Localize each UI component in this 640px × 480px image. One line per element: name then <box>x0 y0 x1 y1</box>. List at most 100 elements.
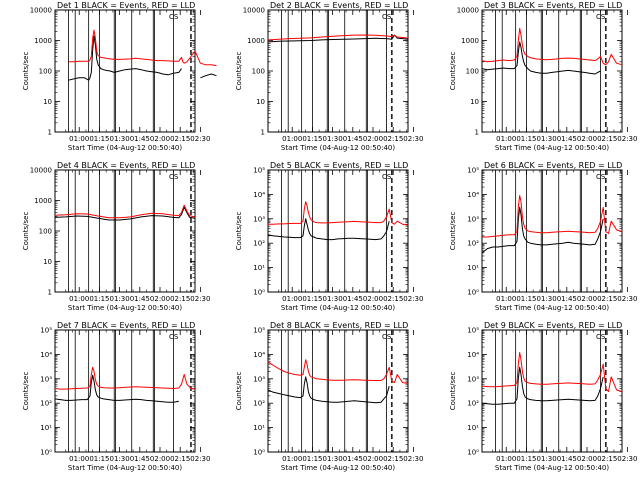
ytick-label: 10⁵ <box>467 167 479 175</box>
ytick-label: 10³ <box>253 375 265 383</box>
ytick-label: 1 <box>261 129 265 137</box>
xtick-label: 02:00 <box>363 135 383 143</box>
xtick-label: 01:45 <box>557 455 577 463</box>
ytick-label: 10¹ <box>40 424 52 432</box>
ytick-label: 1000 <box>34 37 52 45</box>
ytick-label: 10⁴ <box>253 191 265 199</box>
panel-title: Det 3 BLACK = Events, RED = LLD <box>484 1 622 10</box>
xtick-label: 01:30 <box>323 455 343 463</box>
ytick-label: 10⁰ <box>467 449 479 457</box>
ytick-label: 10² <box>253 400 265 408</box>
ytick-label: 10³ <box>467 215 479 223</box>
panel-6: Det 6 BLACK = Events, RED = LLD 10⁰ 10¹ 10²… <box>449 161 637 312</box>
xtick-label: 01:30 <box>323 295 343 303</box>
xtick-label: 01:30 <box>537 455 557 463</box>
ytick-label: 1 <box>48 289 52 297</box>
ytick-label: 10⁰ <box>467 289 479 297</box>
x-axis-label: Start Time (04-Aug-12 00:50:40) <box>495 304 609 312</box>
xtick-label: 01:45 <box>130 455 150 463</box>
y-axis-label: Counts/sec <box>235 52 243 91</box>
ytick-label: 10 <box>256 98 265 106</box>
xtick-label: 02:15 <box>597 295 617 303</box>
xtick-label: 01:15 <box>516 455 536 463</box>
ytick-label: 10² <box>40 400 52 408</box>
ytick-label: 10⁴ <box>467 191 479 199</box>
ytick-label: 10⁰ <box>253 289 265 297</box>
panel-title: Det 8 BLACK = Events, RED = LLD <box>270 321 408 330</box>
ytick-label: 10³ <box>40 375 52 383</box>
xtick-label: 01:30 <box>110 295 130 303</box>
series-line-events <box>267 218 390 241</box>
plot-frame <box>267 9 409 133</box>
xtick-label: 01:00 <box>282 295 302 303</box>
ytick-label: 10⁵ <box>253 327 265 335</box>
plot-frame <box>481 169 623 293</box>
xtick-label: 02:30 <box>403 135 423 143</box>
series-line-lld <box>54 366 196 390</box>
xtick-label: 01:00 <box>496 455 516 463</box>
series-line-lld <box>481 352 623 393</box>
xtick-label: 01:45 <box>343 135 363 143</box>
xtick-label: 02:15 <box>170 295 190 303</box>
xtick-label: 02:15 <box>383 455 403 463</box>
y-axis-label: Counts/sec <box>235 372 243 411</box>
xtick-label: 02:00 <box>577 455 597 463</box>
series-line-lld <box>68 29 217 67</box>
y-axis-label: Counts/sec <box>449 212 457 251</box>
ytick-label: 10 <box>43 258 52 266</box>
cs-annotation: CS <box>169 333 179 341</box>
xtick-label: 02:00 <box>150 295 170 303</box>
x-axis-label: Start Time (04-Aug-12 00:50:40) <box>495 464 609 472</box>
y-axis-label: Counts/sec <box>449 372 457 411</box>
xtick-label: 01:15 <box>302 455 322 463</box>
panel-title: Det 5 BLACK = Events, RED = LLD <box>270 161 408 170</box>
xtick-label: 01:15 <box>516 135 536 143</box>
ytick-label: 100 <box>39 68 52 76</box>
ytick-label: 10000 <box>30 7 52 15</box>
xtick-label: 02:00 <box>150 455 170 463</box>
ytick-label: 10² <box>253 240 265 248</box>
ytick-label: 10¹ <box>467 424 479 432</box>
xtick-label: 01:30 <box>537 295 557 303</box>
xtick-label: 01:15 <box>89 295 109 303</box>
cs-annotation: CS <box>596 13 606 21</box>
y-axis-label: Counts/sec <box>449 52 457 91</box>
xtick-label: 02:30 <box>403 295 423 303</box>
series-line-events <box>267 376 390 404</box>
xtick-label: 01:15 <box>516 295 536 303</box>
ytick-label: 10⁴ <box>467 351 479 359</box>
y-axis-label: Counts/sec <box>235 212 243 251</box>
plot-frame <box>54 329 196 453</box>
panel-title: Det 6 BLACK = Events, RED = LLD <box>484 161 622 170</box>
xtick-label: 01:15 <box>302 295 322 303</box>
xtick-label: 02:30 <box>617 295 637 303</box>
ytick-label: 10⁵ <box>40 327 52 335</box>
y-axis-label: Counts/sec <box>22 52 30 91</box>
ytick-label: 10³ <box>253 215 265 223</box>
xtick-label: 01:30 <box>110 135 130 143</box>
xtick-label: 02:15 <box>170 135 190 143</box>
x-axis-label: Start Time (04-Aug-12 00:50:40) <box>68 144 182 152</box>
xtick-label: 01:45 <box>343 295 363 303</box>
xtick-label: 01:15 <box>302 135 322 143</box>
xtick-label: 01:00 <box>496 135 516 143</box>
xtick-label: 02:30 <box>617 455 637 463</box>
xtick-label: 01:45 <box>130 295 150 303</box>
series-line-events <box>54 206 196 221</box>
ytick-label: 1000 <box>461 37 479 45</box>
panel-1: Det 1 BLACK = Events, RED = LLD 1 10 100 100… <box>22 1 217 152</box>
xtick-label: 01:45 <box>130 135 150 143</box>
xtick-label: 02:00 <box>577 295 597 303</box>
xtick-label: 02:15 <box>383 135 403 143</box>
ytick-label: 10⁵ <box>253 167 265 175</box>
xtick-label: 01:00 <box>496 295 516 303</box>
cs-annotation: CS <box>169 173 179 181</box>
xtick-label: 02:15 <box>383 295 403 303</box>
ytick-label: 10000 <box>243 7 265 15</box>
series-line-lld <box>268 201 409 226</box>
plot-frame <box>54 169 196 293</box>
panel-7: Det 7 BLACK = Events, RED = LLD 10⁰ 10¹ 10²… <box>22 321 210 472</box>
series-line-lld <box>267 34 409 41</box>
cs-annotation: CS <box>382 13 392 21</box>
